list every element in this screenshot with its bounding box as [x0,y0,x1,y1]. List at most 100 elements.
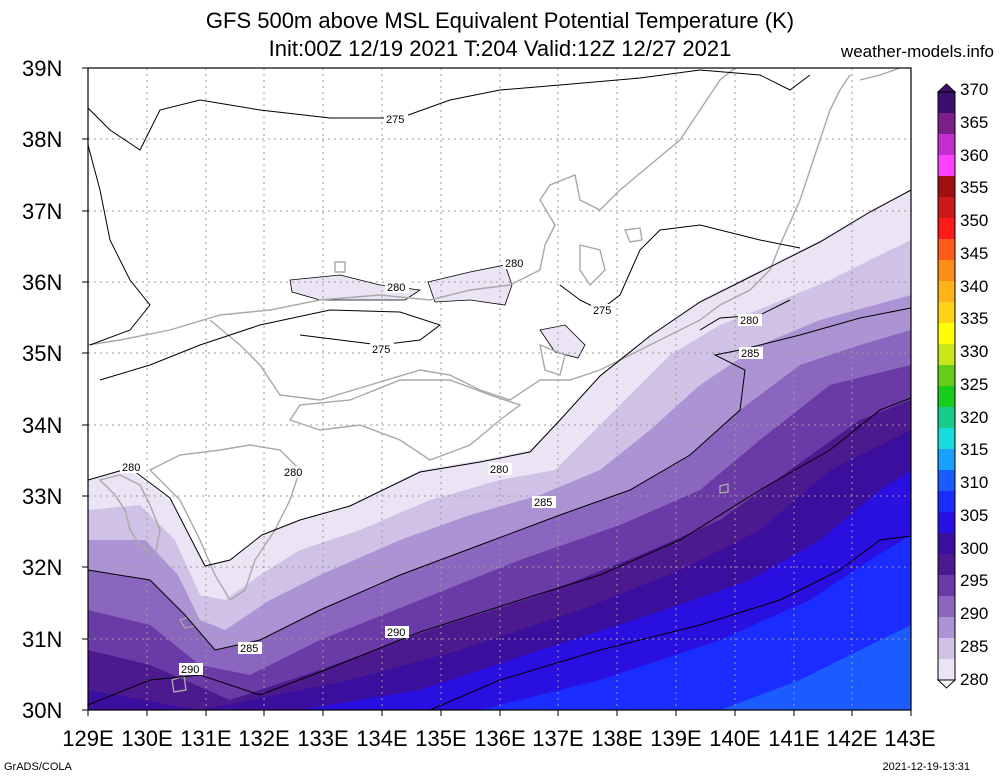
colorbar-label: 285 [960,637,989,656]
colorbar-label: 290 [960,604,989,623]
contour-label: 275 [593,305,611,317]
lat-label: 38N [22,127,63,152]
colorbar-segment [938,344,955,366]
colorbar-label: 315 [960,440,989,459]
lon-label: 143E [884,726,936,751]
colorbar-label: 325 [960,375,989,394]
colorbar [936,83,957,689]
colorbar-label: 305 [960,506,989,525]
band-296 [480,535,911,710]
lon-label: 130E [121,726,173,751]
grid [88,68,911,710]
lon-label: 139E [650,726,702,751]
timestamp-label: 2021-12-19-13:31 [882,761,970,773]
contour-label-group: 275 275 275 280 280 280 280 280 280 285 … [120,113,763,676]
colorbar-segment [938,323,955,345]
contour-275-west [88,144,151,346]
lat-label: 37N [22,199,63,224]
colorbar-label: 330 [960,342,989,361]
contour-label: 280 [740,315,758,327]
lat-label: 33N [22,484,63,509]
colorbar-label: 320 [960,408,989,427]
colorbar-segment [938,281,955,303]
lat-label: 32N [22,555,63,580]
map-title: GFS 500m above MSL Equivalent Potential … [205,8,795,33]
lon-label: 142E [826,726,878,751]
colorbar-segment [938,575,955,597]
colorbar-segment [938,302,955,324]
colorbar-label: 360 [960,146,989,165]
colorbar-label: 300 [960,539,989,558]
lon-label: 133E [297,726,349,751]
lat-label: 30N [22,698,63,723]
lon-label: 132E [238,726,290,751]
colorbar-segment [938,491,955,513]
colorbar-label: 365 [960,113,989,132]
colorbar-segment [938,554,955,576]
contour-275-north [88,69,811,151]
coastlines [88,68,901,693]
lon-label: 131E [180,726,232,751]
colorbar-segment [938,617,955,639]
map-subtitle: Init:00Z 12/19 2021 T:204 Valid:12Z 12/2… [268,36,732,61]
contour-275-east [559,224,801,311]
lon-label: 136E [474,726,526,751]
colorbar-segment [938,407,955,429]
contour-label: 280 [505,258,523,270]
colorbar-segment [938,260,955,282]
colorbar-segment [938,92,955,114]
colorbar-segment [938,428,955,450]
contour-label: 285 [534,497,552,509]
lon-label: 138E [591,726,643,751]
contour-label: 285 [741,348,759,360]
contour-295-main [429,535,911,710]
colorbar-segment [938,638,955,660]
colorbar-bottom-arrow [936,679,957,689]
colorbar-label: 370 [960,80,989,99]
lon-label: 129E [62,726,114,751]
colorbar-segment [938,239,955,261]
lon-label: 134E [356,726,408,751]
site-label: weather-models.info [840,42,994,61]
contour-label: 290 [387,627,405,639]
colorbar-segment [938,449,955,471]
contour-280-main [88,189,911,567]
contour-label: 290 [181,664,199,676]
colorbar-label: 295 [960,571,989,590]
colorbar-segment [938,134,955,156]
lat-label: 36N [22,270,63,295]
colorbar-segment [938,386,955,408]
colorbar-label: 280 [960,670,989,689]
colorbar-segment [938,365,955,387]
patch-280a [289,274,422,301]
colorbar-segment [938,218,955,240]
contour-label: 280 [387,282,405,294]
contour-label: 275 [372,344,390,356]
colorbar-label: 340 [960,277,989,296]
colorbar-segment [938,596,955,618]
colorbar-frame [937,91,956,681]
colorbar-segment [938,659,955,681]
lon-label: 141E [768,726,820,751]
lat-label: 31N [22,627,63,652]
lat-label: 34N [22,413,63,438]
lon-label: 137E [532,726,584,751]
colorbar-label: 355 [960,178,989,197]
colorbar-segment [938,470,955,492]
patch-280c [539,324,586,359]
lon-label: 135E [415,726,467,751]
lat-label: 39N [22,56,63,81]
colorbar-segment [938,113,955,135]
axis-ticks [82,67,912,716]
contour-label: 275 [386,114,404,126]
colorbar-label: 310 [960,473,989,492]
contour-label: 285 [240,643,258,655]
colorbar-label: 350 [960,211,989,230]
colorbar-segment [938,197,955,219]
contour-label: 280 [284,467,302,479]
lon-label: 140E [709,726,761,751]
colorbar-segment [938,155,955,177]
lat-label: 35N [22,341,63,366]
band-298 [720,625,911,710]
colorbar-label: 345 [960,244,989,263]
